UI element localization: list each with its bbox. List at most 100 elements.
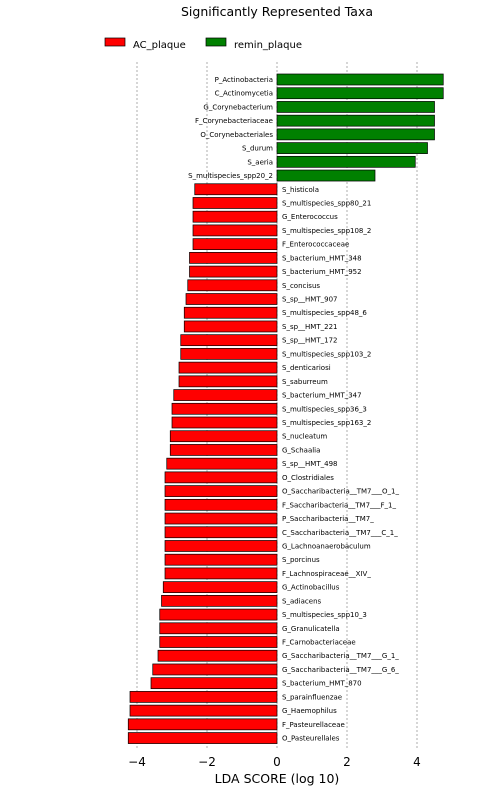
bar-g-saccharibacteria-tm7-g-1- [157, 649, 278, 662]
bar-c-saccharibacteria-tm7-c-1- [164, 526, 278, 539]
x-tick-label: −4 [128, 755, 146, 769]
bar-s-sp-hmt-172 [180, 334, 278, 347]
bar-o-corynebacteriales [276, 128, 435, 141]
bar-label: F_Carnobacteriaceae [282, 639, 356, 647]
bar-s-parainfluenzae [129, 691, 278, 703]
bar-s-sp-hmt-221 [183, 320, 278, 333]
bar-s-multispecies-spp36-3 [171, 402, 278, 415]
bar-g-enterococcus [192, 210, 278, 223]
bar-label: O_Saccharibacteria__TM7___O_1_ [282, 488, 399, 496]
bar-s-bacterium-hmt-870 [150, 677, 278, 690]
bar-label: S_multispecies_spp103_2 [282, 350, 371, 358]
chart-title: Significantly Represented Taxa [181, 4, 373, 19]
bar-label: G_Actinobacillus [282, 584, 340, 592]
bar-label: S_saburreum [282, 378, 328, 386]
bar-label: F_Enterococcaceae [282, 241, 349, 249]
bar-label: S_nucleatum [282, 433, 327, 441]
bar-o-clostridiales [164, 471, 278, 484]
legend-label-remin-plaque: remin_plaque [234, 40, 302, 51]
bar-s-bacterium-hmt-348 [189, 252, 278, 264]
bar-label: G_Enterococcus [282, 213, 338, 221]
bar-s-multispecies-spp20-2 [276, 169, 376, 182]
bar-label: S_sp__HMT_498 [282, 460, 337, 468]
bar-label: O_Corynebacteriales [200, 131, 273, 139]
bar-s-bacterium-hmt-952 [189, 265, 278, 278]
bar-s-concisus [187, 279, 278, 292]
bar-labels: P_Actinobacteria C_Actinomycetia G_Coryneb… [188, 76, 399, 743]
bar-label: P_Saccharibacteria__TM7_ [282, 515, 374, 523]
bar-label: S_aeria [247, 158, 273, 166]
bar-g-granulicatella [159, 622, 278, 635]
bar-label: S_concisus [282, 282, 320, 290]
bars [127, 73, 444, 744]
bar-label: S_adiacens [282, 597, 322, 605]
bar-label: S_bacterium_HMT_347 [282, 392, 362, 400]
bar-label: G_Haemophilus [282, 707, 337, 715]
x-axis: −4 −2 0 2 4 [128, 755, 421, 769]
x-tick-label: 0 [273, 755, 281, 769]
bar-f-saccharibacteria-tm7-f-1- [164, 498, 278, 511]
legend-swatch-remin-plaque [205, 37, 227, 47]
bar-label: G_Lachnoanaerobaculum [282, 542, 371, 550]
bar-f-pasteurellaceae [127, 718, 278, 731]
bar-s-adiacens [161, 595, 278, 607]
bar-s-nucleatum [169, 430, 278, 443]
bar-label: S_bacterium_HMT_348 [282, 254, 362, 262]
bar-p-saccharibacteria-tm7- [164, 512, 278, 525]
bar-label: P_Actinobacteria [215, 76, 273, 84]
bar-label: S_sp__HMT_172 [282, 337, 337, 345]
bar-label: C_Actinomycetia [215, 90, 273, 98]
bar-label: S_porcinus [282, 556, 320, 564]
bar-label: O_Clostridiales [282, 474, 334, 482]
bar-s-durum [276, 142, 428, 154]
bar-s-porcinus [164, 553, 278, 566]
x-tick-label: 2 [343, 755, 351, 769]
bar-s-bacterium-hmt-347 [173, 389, 278, 401]
bar-label: S_sp__HMT_221 [282, 323, 337, 331]
bar-label: S_durum [242, 145, 273, 153]
bar-s-multispecies-spp108-2 [192, 224, 278, 237]
bar-label: S_multispecies_spp108_2 [282, 227, 371, 235]
bar-label: S_histicola [282, 186, 319, 194]
bar-label: S_multispecies_spp163_2 [282, 419, 371, 427]
bar-label: S_multispecies_spp20_2 [188, 172, 273, 180]
bar-label: F_Saccharibacteria__TM7___F_1_ [282, 501, 396, 509]
bar-s-multispecies-spp80-21 [192, 197, 278, 209]
bar-label: S_multispecies_spp10_3 [282, 611, 367, 619]
bar-g-lachnoanaerobaculum [164, 540, 278, 552]
legend: AC_plaque remin_plaque [104, 37, 302, 51]
bar-f-enterococcaceae [192, 238, 278, 250]
bar-g-actinobacillus [162, 581, 278, 593]
bar-label: S_denticariosi [282, 364, 331, 372]
bar-label: G_Schaalia [282, 446, 320, 454]
bar-g-saccharibacteria-tm7-g-6- [152, 663, 278, 676]
bar-label: S_multispecies_spp48_6 [282, 309, 367, 317]
bar-s-denticariosi [178, 361, 278, 374]
bar-f-corynebacteriaceae [276, 114, 435, 127]
bar-label: C_Saccharibacteria__TM7___C_1_ [282, 529, 398, 537]
bar-s-histicola [194, 183, 278, 196]
bar-s-multispecies-spp10-3 [159, 608, 278, 621]
bar-label: S_multispecies_spp80_21 [282, 199, 371, 207]
bar-o-saccharibacteria-tm7-o-1- [164, 485, 278, 497]
bar-s-sp-hmt-498 [166, 457, 278, 470]
bar-s-multispecies-spp48-6 [183, 306, 278, 319]
bar-label: G_Granulicatella [282, 625, 340, 633]
bar-label: G_Corynebacterium [203, 103, 273, 111]
bar-s-multispecies-spp163-2 [171, 416, 278, 429]
x-axis-label: LDA SCORE (log 10) [215, 771, 340, 786]
bar-label: F_Lachnospiraceae__XIV_ [282, 570, 371, 578]
x-tick-label: 4 [413, 755, 421, 769]
bar-o-pasteurellales [127, 732, 278, 744]
bar-g-corynebacterium [276, 101, 435, 113]
bar-label: F_Corynebacteriaceae [195, 117, 273, 125]
bar-label: F_Pasteurellaceae [282, 721, 345, 729]
legend-swatch-ac-plaque [104, 37, 126, 47]
bar-g-haemophilus [129, 704, 278, 717]
bar-label: S_multispecies_spp36_3 [282, 405, 367, 413]
bar-f-carnobacteriaceae [159, 636, 278, 648]
bar-g-schaalia [169, 444, 278, 456]
x-tick-label: −2 [198, 755, 216, 769]
bar-s-aeria [276, 155, 416, 168]
